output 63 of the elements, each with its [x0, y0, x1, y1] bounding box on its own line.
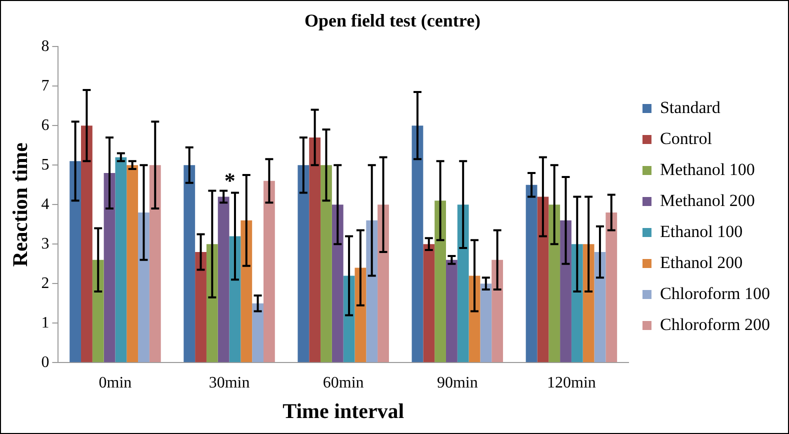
bar	[378, 204, 389, 362]
bar	[70, 161, 82, 362]
bar	[115, 157, 127, 362]
x-tick-label: 90min	[436, 374, 478, 392]
y-tick-label: 2	[41, 274, 50, 292]
bar	[264, 180, 275, 362]
x-tick-label: 60min	[322, 374, 364, 392]
bar	[434, 200, 446, 362]
bar	[138, 212, 150, 362]
y-tick-label: 8	[41, 38, 50, 55]
legend-label: Ethanol 200	[660, 252, 743, 272]
legend-label: Methanol 100	[660, 160, 755, 179]
x-axis-title: Time interval	[282, 398, 404, 423]
legend-label: Control	[660, 128, 712, 148]
bar	[571, 244, 583, 362]
legend-label: Ethanol 100	[660, 222, 743, 241]
bar	[126, 165, 138, 362]
bar	[366, 220, 378, 362]
bar	[195, 252, 206, 362]
y-tick-label: 0	[41, 354, 50, 371]
bar	[423, 244, 435, 362]
x-tick-label: 30min	[208, 374, 250, 392]
bar	[240, 220, 252, 362]
bar	[582, 244, 594, 362]
bar	[252, 303, 264, 362]
y-tick-label: 6	[41, 116, 50, 134]
y-tick-label: 7	[41, 77, 50, 94]
bar	[309, 137, 321, 362]
legend-label: Chloroform 100	[660, 284, 770, 303]
bar	[560, 220, 572, 362]
bar	[457, 204, 469, 362]
y-axis-title: Reaction time	[8, 142, 32, 267]
bar	[492, 260, 504, 362]
annotation: *	[224, 168, 236, 194]
bar	[320, 165, 332, 362]
chart-title: Open field test (centre)	[304, 10, 481, 30]
y-tick-label: 4	[41, 196, 50, 213]
y-tick-label: 5	[41, 156, 50, 174]
bar	[548, 204, 560, 362]
legend-label: Methanol 200	[660, 190, 755, 210]
bar	[537, 196, 549, 362]
bar	[218, 196, 230, 362]
bar	[184, 165, 196, 362]
bar	[298, 165, 310, 362]
legend-label: Chloroform 200	[660, 314, 770, 334]
bar	[92, 260, 104, 362]
legend-label: Standard	[660, 98, 721, 117]
bar	[206, 244, 218, 362]
bar	[412, 126, 424, 362]
bar	[81, 126, 92, 362]
y-tick-label: 1	[41, 314, 50, 332]
bar	[332, 204, 344, 362]
bar	[104, 173, 116, 362]
x-tick-label: 120min	[547, 374, 596, 392]
bar	[594, 252, 606, 362]
bar	[606, 212, 618, 362]
y-tick-label: 3	[41, 235, 50, 252]
bar	[526, 184, 538, 362]
bar	[446, 260, 458, 362]
bar	[354, 268, 366, 362]
x-tick-label: 0min	[98, 374, 132, 392]
bar	[149, 165, 161, 362]
bar	[480, 284, 492, 362]
